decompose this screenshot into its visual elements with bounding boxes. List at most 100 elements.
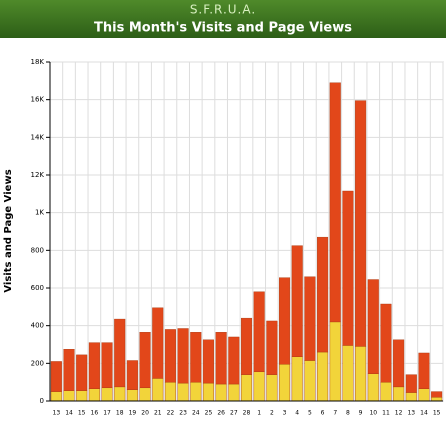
x-tick-label: 3 — [283, 410, 287, 417]
bar-segment — [342, 345, 354, 402]
bar-segment — [304, 360, 316, 402]
y-tick-label: 0 — [40, 397, 44, 405]
bar-segment — [418, 352, 430, 389]
y-tick-label: 600 — [31, 284, 44, 292]
y-tick-label: 16K — [31, 96, 45, 104]
y-tick-label: 800 — [31, 246, 44, 254]
bar-segment — [253, 291, 265, 373]
bar-segment — [317, 236, 329, 353]
bar-segment — [380, 381, 392, 402]
bar-segment — [405, 374, 417, 393]
x-tick-label: 6 — [321, 410, 325, 417]
bar-segment — [139, 387, 151, 402]
x-tick-label: 1 — [257, 410, 261, 417]
x-tick-label: 28 — [243, 410, 251, 417]
bar-segment — [101, 342, 113, 389]
bar-segment — [190, 332, 202, 383]
x-tick-label: 2 — [270, 410, 274, 417]
header-bar — [0, 0, 446, 38]
bar-segment — [76, 390, 88, 402]
bar-segment — [266, 374, 278, 402]
bar-segment — [152, 307, 164, 379]
bar-segment — [63, 390, 75, 402]
y-tick-label: 1K — [35, 209, 44, 217]
bar-segment — [380, 303, 392, 383]
x-tick-label: 11 — [382, 410, 390, 417]
bar-segment — [367, 279, 379, 374]
x-tick-label: 10 — [369, 410, 377, 417]
x-tick-label: 13 — [407, 410, 415, 417]
bar-segment — [202, 382, 214, 402]
x-tick-label: 19 — [129, 410, 137, 417]
bar-segment — [342, 190, 354, 346]
chart-title: This Month's Visits and Page Views — [94, 21, 352, 36]
bar-segment — [279, 277, 291, 365]
bar-segment — [355, 346, 367, 402]
x-tick-label: 14 — [65, 410, 73, 417]
bar-segment — [240, 374, 253, 402]
bar-segment — [126, 360, 138, 390]
bar-segment — [228, 336, 240, 385]
x-tick-label: 23 — [179, 410, 187, 417]
x-tick-label: 20 — [141, 410, 149, 417]
y-tick-label: 400 — [31, 322, 44, 330]
bar-segment — [431, 391, 443, 398]
bar-segment — [266, 320, 278, 375]
bar-segment — [164, 381, 176, 402]
y-tick-label: 200 — [31, 359, 44, 367]
x-tick-label: 9 — [359, 410, 363, 417]
bar-segment — [431, 397, 443, 402]
bar-segment — [114, 318, 126, 388]
bar-segment — [114, 386, 126, 402]
bar-segment — [405, 392, 417, 402]
bar-segment — [101, 387, 113, 402]
bar-segment — [291, 245, 303, 357]
x-tick-label: 22 — [167, 410, 175, 417]
bar-segment — [304, 276, 316, 361]
x-tick-label: 7 — [333, 410, 337, 417]
x-tick-label: 16 — [91, 410, 99, 417]
x-tick-label: 8 — [346, 410, 350, 417]
bar-segment — [190, 381, 202, 402]
x-tick-label: 18 — [116, 410, 124, 417]
x-tick-label: 15 — [78, 410, 86, 417]
y-tick-label: 18K — [31, 58, 45, 66]
bar-segment — [139, 332, 151, 389]
x-tick-label: 25 — [205, 410, 213, 417]
bar-segment — [228, 383, 240, 402]
bar-segment — [88, 388, 100, 402]
x-tick-label: 14 — [420, 410, 428, 417]
bar-segment — [164, 329, 176, 383]
bar-segment — [317, 351, 329, 402]
x-tick-label: 15 — [433, 410, 441, 417]
bar-segment — [215, 332, 227, 385]
bar-segment — [126, 389, 138, 402]
bar-segment — [88, 342, 100, 389]
y-tick-label: 12K — [31, 171, 45, 179]
x-tick-label: 27 — [230, 410, 238, 417]
bar-segment — [329, 321, 341, 402]
bar-segment — [76, 354, 88, 391]
x-tick-label: 24 — [192, 410, 200, 417]
x-tick-label: 12 — [395, 410, 403, 417]
bar-segment — [63, 349, 75, 391]
y-axis-label: Visits and Page Views — [3, 169, 14, 292]
bar-segment — [240, 317, 253, 375]
bar-segment — [177, 382, 189, 402]
bar-segment — [367, 373, 379, 402]
x-tick-label: 17 — [103, 410, 111, 417]
bar-segment — [418, 388, 430, 402]
bar-segment — [393, 339, 405, 388]
bar-segment — [50, 361, 62, 392]
bar-segment — [291, 356, 303, 402]
x-tick-label: 5 — [308, 410, 312, 417]
y-tick-label: 14K — [31, 133, 45, 141]
bar-segment — [152, 378, 164, 402]
x-tick-label: 13 — [53, 410, 61, 417]
bar-segment — [355, 100, 367, 347]
bar-segment — [329, 82, 341, 323]
bar-segment — [50, 391, 62, 402]
bar-segment — [279, 364, 291, 402]
bar-segment — [202, 339, 214, 384]
